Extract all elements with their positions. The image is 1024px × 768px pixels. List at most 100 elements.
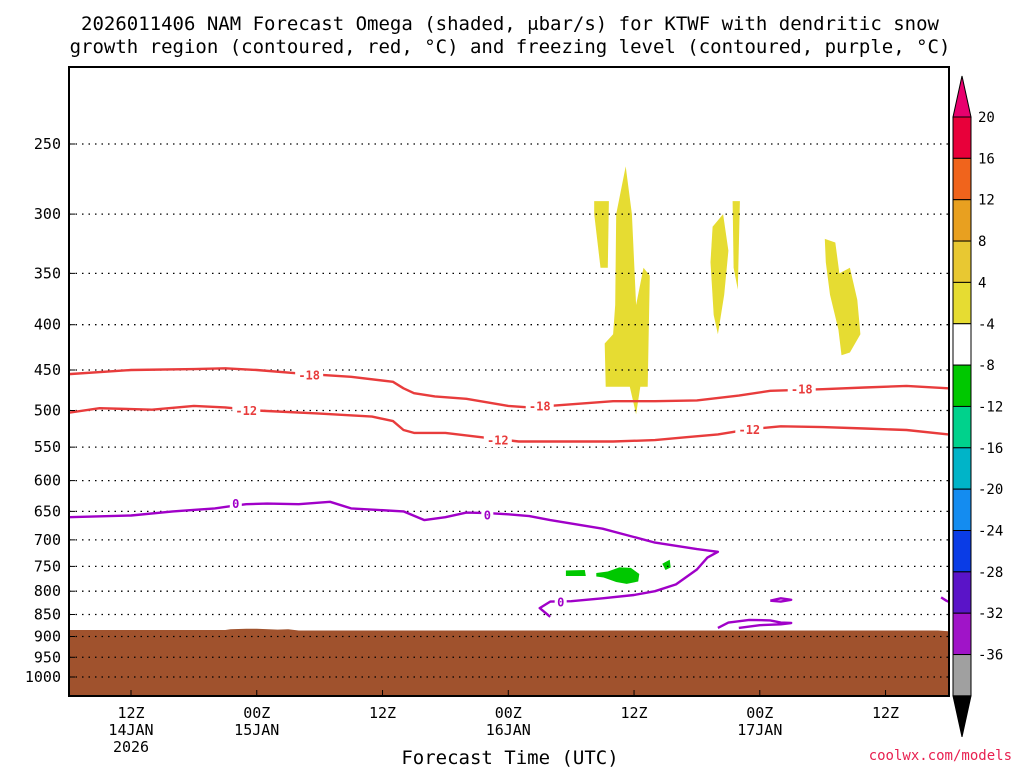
ytick-label-250: 250 bbox=[34, 135, 61, 153]
xtick-label-1-2: 15JAN bbox=[234, 721, 279, 739]
contour-label--18C-0: -18 bbox=[298, 369, 320, 383]
contour-label--18C-1: -18 bbox=[529, 399, 551, 413]
contours bbox=[69, 367, 949, 630]
colorbar-label-4: 4 bbox=[978, 275, 986, 291]
colorbar-swatch-13 bbox=[952, 654, 972, 697]
ytick-label-800: 800 bbox=[34, 582, 61, 600]
xtick-label-6-1: 12Z bbox=[872, 704, 899, 722]
x-axis-label: Forecast Time (UTC) bbox=[401, 747, 618, 768]
contour-label--18C-2: -18 bbox=[791, 383, 813, 397]
yellow-omega-1 bbox=[594, 201, 609, 268]
chart-title-line1: 2026011406 NAM Forecast Omega (shaded, μ… bbox=[81, 13, 939, 35]
ytick-label-650: 650 bbox=[34, 502, 61, 520]
colorbar-swatch-10 bbox=[952, 530, 972, 573]
ytick-label-350: 350 bbox=[34, 264, 61, 282]
xtick-label-5-2: 17JAN bbox=[737, 721, 782, 739]
ytick-label-400: 400 bbox=[34, 316, 61, 334]
contour-label-bg-0C-0 bbox=[229, 496, 242, 511]
colorbar-swatch-6 bbox=[952, 364, 972, 407]
xtick-label-5-1: 00Z bbox=[746, 704, 773, 722]
colorbar-bottom-arrow bbox=[952, 695, 972, 738]
ytick-label-450: 450 bbox=[34, 361, 61, 379]
contour-label-0C-0: 0 bbox=[232, 497, 239, 511]
yellow-omega-3 bbox=[710, 214, 729, 335]
xtick-label-0-3: 2026 bbox=[113, 738, 149, 756]
contour-label--12C-1: -12 bbox=[487, 434, 509, 448]
colorbar-label-5: -4 bbox=[978, 317, 995, 333]
green-omega-3 bbox=[662, 559, 671, 570]
contour-label-bg--18C-2 bbox=[787, 382, 816, 397]
colorbar-swatch-5 bbox=[952, 323, 972, 366]
colorbar-label-12: -32 bbox=[978, 606, 1003, 622]
yellow-omega-5 bbox=[824, 238, 861, 356]
colorbar-swatch-0 bbox=[952, 116, 972, 159]
contour-label-0C-2: 0 bbox=[557, 596, 564, 610]
ytick-label-850: 850 bbox=[34, 606, 61, 624]
omega-shading bbox=[565, 166, 861, 584]
yellow-omega-4 bbox=[732, 201, 740, 290]
contour-label-bg--12C-0 bbox=[232, 403, 261, 418]
xtick-label-1-1: 00Z bbox=[243, 704, 270, 722]
colorbar-swatch-9 bbox=[952, 488, 972, 531]
ytick-label-900: 900 bbox=[34, 627, 61, 645]
colorbar-swatch-11 bbox=[952, 571, 972, 614]
colorbar-label-10: -24 bbox=[978, 524, 1003, 540]
colorbar-label-3: 8 bbox=[978, 234, 986, 250]
colorbar-label-1: 16 bbox=[978, 151, 995, 167]
contour-label--12C-2: -12 bbox=[738, 423, 760, 437]
colorbar-label-8: -16 bbox=[978, 441, 1003, 457]
contour-0C-small1 bbox=[717, 618, 793, 630]
colorbar-swatch-12 bbox=[952, 612, 972, 656]
ytick-label-550: 550 bbox=[34, 438, 61, 456]
chart-title-line2: growth region (contoured, red, °C) and f… bbox=[70, 36, 951, 58]
plot-frame bbox=[68, 66, 950, 697]
colorbar-swatch-4 bbox=[952, 281, 972, 325]
colorbar-swatch-2 bbox=[952, 199, 972, 242]
gridlines bbox=[69, 143, 949, 678]
contour-label-0C-1: 0 bbox=[484, 508, 491, 522]
contour-labels: -18 -18 -18 -12 -12 -12 0 0 0 bbox=[229, 368, 816, 610]
ytick-label-1000: 1000 bbox=[25, 668, 61, 686]
colorbar-label-6: -8 bbox=[978, 358, 995, 374]
contour-label-bg--18C-0 bbox=[295, 368, 324, 383]
colorbar-swatch-1 bbox=[952, 157, 972, 201]
yellow-omega-2 bbox=[604, 166, 650, 415]
contour-label-bg--18C-1 bbox=[525, 398, 554, 413]
contour-0C-small2 bbox=[770, 597, 793, 603]
xtick-label-0-1: 12Z bbox=[117, 704, 144, 722]
colorbar-label-7: -12 bbox=[978, 399, 1003, 415]
contour-label-bg-0C-1 bbox=[481, 507, 494, 522]
colorbar-swatch-7 bbox=[952, 405, 972, 449]
colorbar-label-0: 20 bbox=[978, 110, 995, 126]
xtick-label-3-1: 00Z bbox=[495, 704, 522, 722]
ytick-label-950: 950 bbox=[34, 648, 61, 666]
xtick-label-0-2: 14JAN bbox=[108, 721, 153, 739]
green-omega-2 bbox=[596, 567, 640, 584]
terrain-layer bbox=[69, 628, 949, 696]
green-omega-1 bbox=[565, 570, 586, 576]
contour-label-bg-0C-2 bbox=[554, 595, 567, 610]
xtick-label-2-1: 12Z bbox=[369, 704, 396, 722]
colorbar-swatch-3 bbox=[952, 240, 972, 283]
ytick-label-500: 500 bbox=[34, 402, 61, 420]
colorbar-label-2: 12 bbox=[978, 193, 995, 209]
credit-url: coolwx.com/models bbox=[869, 748, 1012, 764]
xtick-label-3-2: 16JAN bbox=[486, 721, 531, 739]
ytick-label-750: 750 bbox=[34, 557, 61, 575]
xtick-label-4-1: 12Z bbox=[620, 704, 647, 722]
contour-0C-small3 bbox=[940, 596, 949, 603]
colorbar-label-9: -20 bbox=[978, 482, 1003, 498]
y-axis-ticks: 250 300 350 400 450 500 550 600 650 700 750 800 850 9… bbox=[25, 135, 75, 686]
ytick-label-600: 600 bbox=[34, 472, 61, 490]
colorbar-label-13: -36 bbox=[978, 648, 1003, 664]
contour-0C bbox=[69, 500, 720, 618]
colorbar-swatch-8 bbox=[952, 447, 972, 490]
colorbar: 20 16 12 8 4 -4 -8 -12 -16 -20 -24 -28 -32 -36 bbox=[952, 75, 1003, 738]
colorbar-top-arrow bbox=[952, 75, 972, 118]
colorbar-label-11: -28 bbox=[978, 565, 1003, 581]
contour-label-bg--12C-1 bbox=[483, 433, 512, 448]
ytick-label-700: 700 bbox=[34, 531, 61, 549]
contour--18C bbox=[69, 367, 949, 409]
